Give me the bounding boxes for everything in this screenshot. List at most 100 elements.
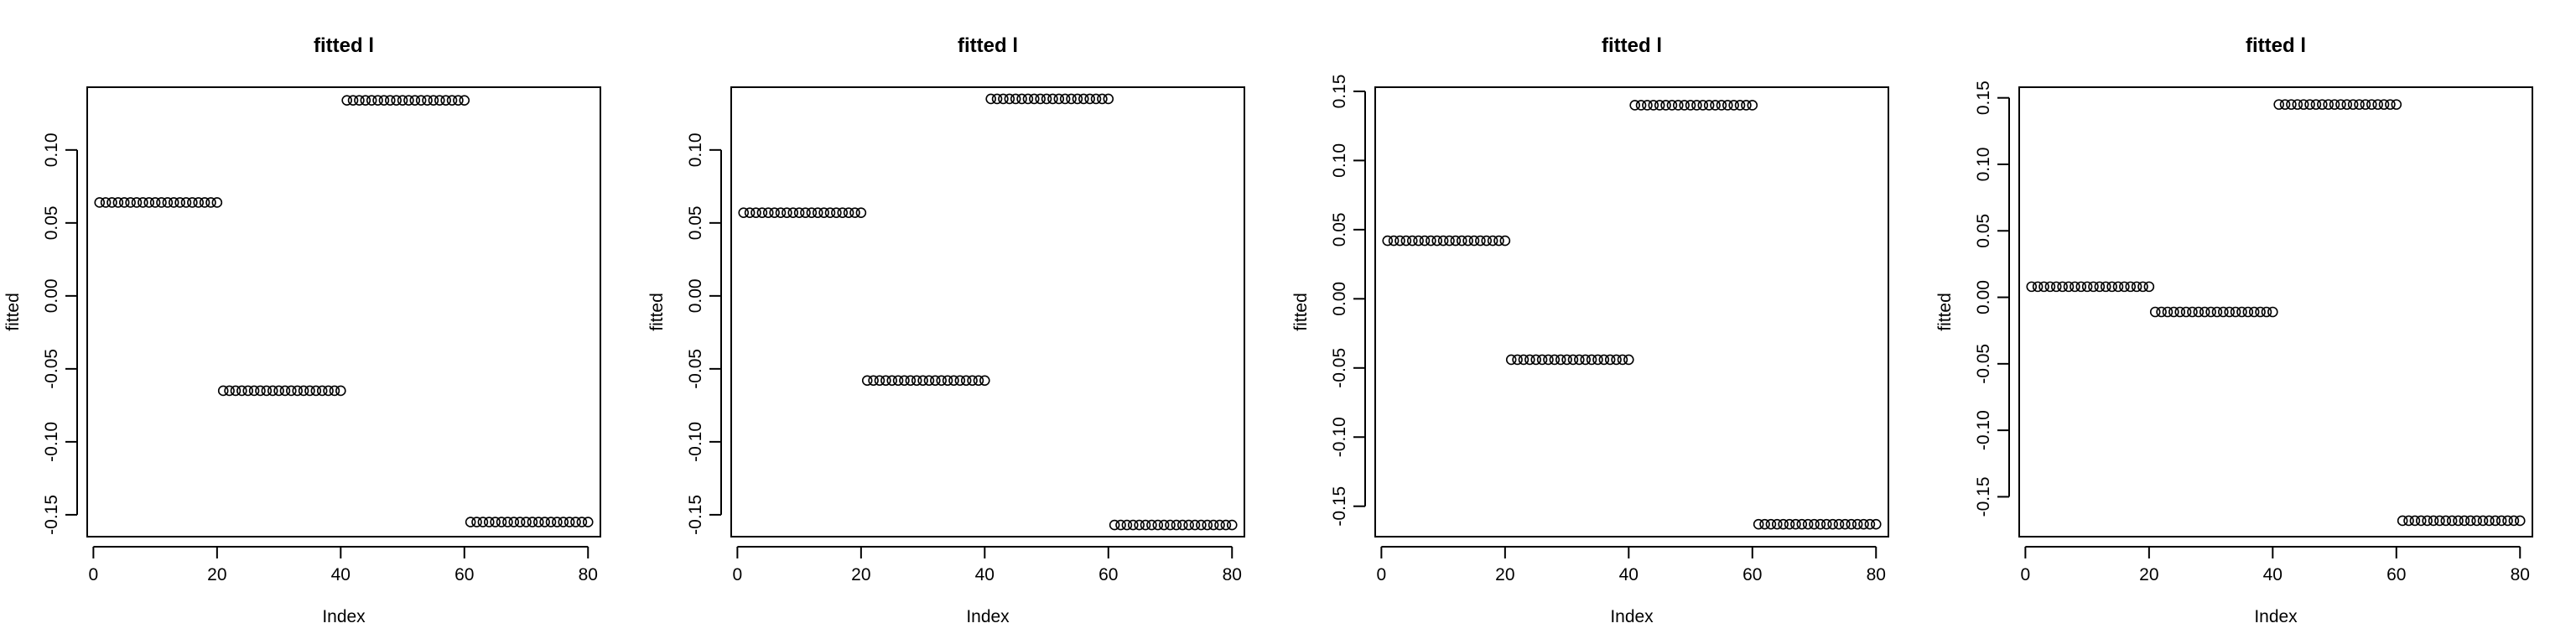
data-point bbox=[930, 375, 941, 387]
data-point bbox=[2323, 99, 2334, 110]
x-tick-label: 20 bbox=[207, 565, 226, 584]
data-point bbox=[2224, 306, 2235, 318]
data-point bbox=[2038, 281, 2049, 293]
data-point bbox=[316, 385, 328, 397]
data-point bbox=[1809, 518, 1820, 530]
data-point bbox=[471, 517, 482, 527]
data-point bbox=[1747, 100, 1758, 111]
x-tick-label: 20 bbox=[1495, 565, 1514, 584]
data-point bbox=[787, 207, 799, 218]
data-point bbox=[1716, 100, 1727, 111]
data-point bbox=[1437, 235, 1449, 247]
x-tick-label: 40 bbox=[1619, 565, 1639, 584]
x-tick-label: 40 bbox=[331, 565, 351, 584]
data-point bbox=[1778, 518, 1789, 530]
data-point bbox=[341, 95, 352, 106]
data-point bbox=[1549, 354, 1561, 366]
data-point bbox=[2230, 306, 2241, 318]
data-point bbox=[1499, 235, 1511, 247]
data-point bbox=[2279, 99, 2291, 110]
data-point bbox=[1796, 518, 1808, 530]
data-point bbox=[942, 375, 953, 387]
data-point bbox=[2174, 306, 2186, 318]
data-point bbox=[2317, 99, 2328, 110]
data-point bbox=[279, 385, 291, 397]
data-point bbox=[880, 375, 891, 387]
data-point bbox=[1759, 518, 1770, 530]
data-point bbox=[1598, 354, 1610, 366]
data-point bbox=[1530, 354, 1542, 366]
data-point bbox=[967, 375, 978, 387]
y-tick-label: -0.10 bbox=[686, 422, 705, 462]
data-point bbox=[2341, 99, 2353, 110]
data-point bbox=[2378, 99, 2390, 110]
data-point bbox=[539, 517, 550, 527]
data-point bbox=[465, 517, 476, 527]
data-point bbox=[385, 95, 396, 106]
data-point bbox=[360, 95, 371, 106]
data-point bbox=[2298, 99, 2309, 110]
data-point bbox=[434, 95, 445, 106]
x-tick-label: 40 bbox=[2263, 565, 2283, 584]
data-point bbox=[1456, 235, 1467, 247]
data-point bbox=[985, 93, 996, 105]
data-point bbox=[2094, 281, 2106, 293]
chart-panel-4: fitted l 0 20 40 60 80 -0.15 -0.10 -0.05 0.00 0.05… bbox=[1935, 34, 2533, 626]
data-point bbox=[1176, 519, 1188, 531]
data-point bbox=[1382, 235, 1394, 247]
data-point bbox=[1710, 100, 1721, 111]
data-point bbox=[1753, 518, 1764, 530]
data-point bbox=[1413, 235, 1424, 247]
x-tick-label: 80 bbox=[1867, 565, 1886, 584]
data-point bbox=[2360, 99, 2371, 110]
data-point bbox=[2347, 99, 2359, 110]
data-point bbox=[446, 95, 458, 106]
data-point bbox=[2187, 306, 2198, 318]
data-point bbox=[2440, 515, 2452, 527]
data-point bbox=[180, 197, 192, 208]
data-point bbox=[2385, 99, 2396, 110]
data-point bbox=[1171, 519, 1182, 531]
y-tick-label: -0.15 bbox=[42, 495, 61, 535]
y-axis-label: fitted bbox=[1291, 293, 1311, 331]
data-point bbox=[1679, 100, 1690, 111]
data-point bbox=[94, 197, 106, 208]
data-point bbox=[874, 375, 886, 387]
data-point bbox=[168, 197, 179, 208]
data-point bbox=[304, 385, 315, 397]
data-point bbox=[1189, 519, 1201, 531]
data-point bbox=[521, 517, 532, 527]
data-point bbox=[2081, 281, 2093, 293]
chart-title: fitted l bbox=[1602, 34, 1662, 57]
data-point bbox=[1183, 519, 1194, 531]
data-point bbox=[1673, 100, 1684, 111]
data-point bbox=[1765, 518, 1777, 530]
data-point bbox=[738, 207, 750, 218]
data-point bbox=[545, 517, 557, 527]
data-point bbox=[558, 517, 569, 527]
data-point bbox=[2464, 515, 2476, 527]
x-tick-label: 0 bbox=[1377, 565, 1387, 584]
data-point bbox=[2310, 99, 2322, 110]
data-point bbox=[1059, 93, 1071, 105]
data-point bbox=[508, 517, 520, 527]
data-point bbox=[1388, 235, 1400, 247]
data-point bbox=[564, 517, 575, 527]
data-point bbox=[143, 197, 155, 208]
data-point bbox=[1567, 354, 1579, 366]
data-point bbox=[1840, 518, 1851, 530]
y-tick-label: 0.05 bbox=[1974, 214, 1993, 248]
data-point bbox=[335, 385, 346, 397]
data-point bbox=[1505, 354, 1517, 366]
data-point bbox=[979, 375, 990, 387]
data-point bbox=[1475, 235, 1486, 247]
data-point bbox=[490, 517, 501, 527]
x-axis-label: Index bbox=[2254, 607, 2298, 626]
data-point bbox=[2261, 306, 2272, 318]
data-point bbox=[831, 207, 842, 218]
data-point bbox=[1029, 93, 1040, 105]
y-tick-label: -0.05 bbox=[686, 349, 705, 389]
y-tick-label: 0.05 bbox=[1330, 212, 1349, 247]
data-point bbox=[286, 385, 297, 397]
data-point bbox=[775, 207, 787, 218]
